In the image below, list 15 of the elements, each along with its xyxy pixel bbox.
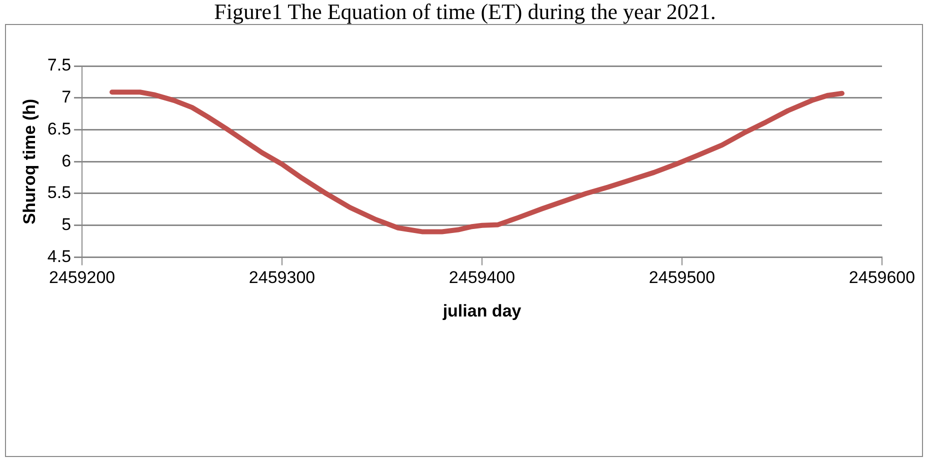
y-tick-label: 6 — [62, 151, 72, 170]
y-tick-label: 4.5 — [47, 246, 72, 266]
x-tick-label: 2459200 — [48, 268, 116, 288]
y-axis-title: Shuroq time (h) — [20, 98, 39, 224]
chart-title: Figure1 The Equation of time (ET) during the year 2021. — [213, 0, 717, 24]
y-tick-label: 5 — [62, 215, 72, 234]
y-tick-label: 7 — [62, 88, 72, 107]
x-axis-title: julian day — [442, 301, 522, 320]
x-tick-label: 2459600 — [848, 268, 916, 288]
x-tick-label: 2459300 — [248, 268, 316, 288]
x-tick-label: 2459400 — [448, 268, 516, 288]
y-tick-label: 7.5 — [47, 56, 72, 75]
y-tick-label: 5.5 — [47, 183, 72, 202]
x-tick-label: 2459500 — [648, 268, 716, 288]
y-tick-label: 6.5 — [47, 119, 72, 138]
